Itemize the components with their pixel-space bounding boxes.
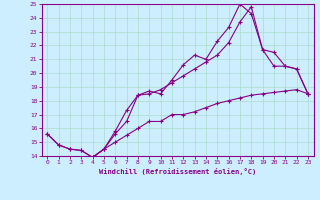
X-axis label: Windchill (Refroidissement éolien,°C): Windchill (Refroidissement éolien,°C) <box>99 168 256 175</box>
